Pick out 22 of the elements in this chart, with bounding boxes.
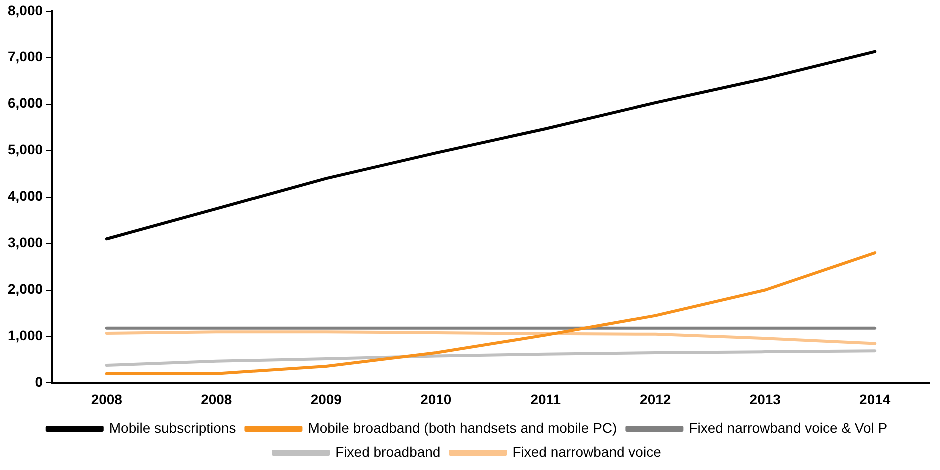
- x-tick-label: 2011: [530, 391, 562, 408]
- y-tick-label: 1,000: [8, 328, 44, 344]
- x-tick-label: 2013: [750, 391, 782, 408]
- legend-label: Fixed narrowband voice & Vol P: [689, 420, 888, 436]
- y-tick-label: 8,000: [8, 2, 44, 18]
- x-tick-label: 2009: [310, 391, 342, 408]
- legend-label: Fixed narrowband voice: [512, 444, 662, 460]
- x-tick-label: 2010: [420, 391, 452, 408]
- y-tick-label: 6,000: [8, 95, 44, 112]
- x-tick-label: 2008: [91, 391, 123, 408]
- y-tick-label: 7,000: [8, 48, 44, 65]
- x-tick-label: 2012: [640, 391, 672, 408]
- legend-label: Mobile broadband (both handsets and mobile PC): [308, 420, 618, 436]
- x-tick-label: 2008: [201, 391, 232, 408]
- y-tick-label: 0: [35, 374, 44, 390]
- y-tick-label: 3,000: [8, 234, 44, 251]
- y-tick-label: 4,000: [8, 188, 44, 204]
- x-tick-label: 2014: [860, 391, 891, 408]
- legend-label: Fixed broadband: [336, 444, 441, 460]
- y-tick-label: 2,000: [8, 281, 44, 298]
- legend-label: Mobile subscriptions: [109, 420, 236, 436]
- y-tick-label: 5,000: [8, 142, 44, 158]
